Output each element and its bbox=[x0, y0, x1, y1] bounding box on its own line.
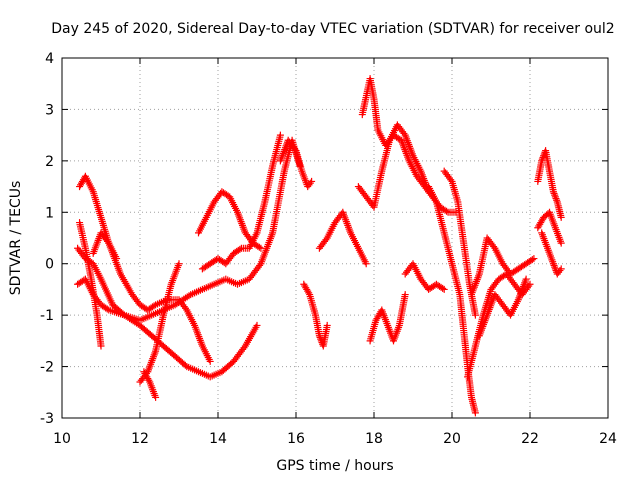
data-point bbox=[104, 237, 111, 245]
data-point bbox=[256, 261, 264, 269]
series-trace-b bbox=[76, 172, 214, 365]
series-trace-j bbox=[276, 136, 316, 191]
x-tick-label: 24 bbox=[599, 431, 617, 447]
data-point bbox=[175, 260, 183, 268]
data-point bbox=[150, 302, 158, 310]
grid bbox=[62, 58, 608, 418]
y-tick-label: 1 bbox=[45, 205, 54, 221]
plot-frame bbox=[61, 57, 609, 419]
series-trace-t bbox=[468, 234, 538, 299]
data-point bbox=[206, 357, 214, 365]
series-trace-c bbox=[74, 244, 261, 381]
x-tick-label: 14 bbox=[209, 431, 227, 447]
series-trace-o bbox=[366, 291, 409, 345]
data-point bbox=[551, 191, 559, 199]
data-point bbox=[291, 145, 299, 153]
series-trace-i bbox=[198, 131, 284, 273]
data-point bbox=[322, 236, 330, 244]
data-point bbox=[526, 280, 534, 288]
data-point bbox=[490, 243, 498, 251]
series-trace-w bbox=[534, 208, 565, 247]
data-points bbox=[74, 75, 565, 417]
y-axis-label: SDTVAR / TECUs bbox=[8, 181, 24, 296]
series-trace-f bbox=[136, 260, 183, 386]
data-point bbox=[253, 321, 261, 329]
x-tick-label: 10 bbox=[53, 431, 71, 447]
y-tick-label: 3 bbox=[45, 102, 54, 118]
y-tick-label: 2 bbox=[45, 154, 54, 170]
data-point bbox=[557, 239, 565, 247]
data-point bbox=[550, 261, 558, 269]
data-point bbox=[145, 376, 153, 384]
y-tick-label: -3 bbox=[40, 411, 54, 427]
data-point bbox=[103, 305, 111, 313]
series-trace-g bbox=[140, 368, 160, 401]
data-point bbox=[362, 260, 370, 268]
data-point bbox=[551, 265, 559, 273]
data-point bbox=[549, 260, 557, 268]
data-point bbox=[471, 311, 479, 319]
series-trace-p bbox=[401, 260, 448, 293]
data-point bbox=[549, 188, 557, 196]
x-tick-label: 12 bbox=[131, 431, 149, 447]
y-tick-label: -1 bbox=[40, 308, 54, 324]
data-point bbox=[323, 321, 331, 329]
data-point bbox=[471, 409, 479, 417]
data-point bbox=[152, 393, 160, 401]
data-point bbox=[551, 193, 559, 201]
data-point bbox=[240, 344, 248, 352]
chart-title: Day 245 of 2020, Sidereal Day-to-day VTE… bbox=[51, 21, 614, 37]
series-trace-d bbox=[76, 219, 105, 350]
data-point bbox=[443, 207, 451, 215]
x-tick-label: 18 bbox=[365, 431, 383, 447]
data-point bbox=[552, 195, 560, 203]
data-point bbox=[447, 176, 455, 184]
data-point bbox=[255, 243, 263, 251]
data-point bbox=[557, 213, 565, 221]
data-point bbox=[308, 177, 316, 185]
data-point bbox=[530, 255, 538, 263]
series-trace-n bbox=[354, 121, 433, 211]
y-tick-label: 0 bbox=[45, 257, 54, 273]
data-point bbox=[538, 157, 546, 165]
data-point bbox=[113, 255, 121, 263]
series-trace-u bbox=[475, 275, 530, 340]
x-tick-label: 16 bbox=[287, 431, 305, 447]
y-tick-label: 4 bbox=[45, 51, 54, 67]
series-trace-x bbox=[538, 229, 565, 278]
series-trace-v bbox=[534, 147, 565, 221]
data-point bbox=[306, 179, 314, 187]
data-point bbox=[553, 196, 561, 204]
series-trace-r bbox=[440, 167, 479, 319]
y-tick-label: -2 bbox=[40, 360, 54, 376]
data-point bbox=[557, 265, 565, 273]
data-point bbox=[305, 289, 313, 297]
data-point bbox=[525, 282, 533, 290]
data-point bbox=[522, 275, 530, 283]
series-trace-l bbox=[315, 208, 370, 268]
x-axis-label: GPS time / hours bbox=[276, 458, 393, 474]
data-point bbox=[236, 245, 244, 253]
x-tick-label: 22 bbox=[521, 431, 539, 447]
data-point bbox=[315, 332, 323, 340]
data-point bbox=[550, 189, 558, 197]
data-point bbox=[528, 256, 536, 264]
series-trace-e bbox=[89, 229, 121, 263]
data-point bbox=[400, 129, 408, 137]
x-tick-label: 20 bbox=[443, 431, 461, 447]
data-point bbox=[440, 285, 448, 293]
data-point bbox=[276, 131, 284, 139]
data-point bbox=[439, 284, 447, 292]
data-point bbox=[185, 292, 193, 300]
data-point bbox=[556, 267, 564, 275]
data-point bbox=[401, 291, 409, 299]
data-point bbox=[182, 304, 189, 312]
data-point bbox=[97, 342, 105, 350]
data-point bbox=[257, 244, 265, 252]
series-trace-k bbox=[300, 280, 331, 350]
data-point bbox=[551, 263, 559, 271]
